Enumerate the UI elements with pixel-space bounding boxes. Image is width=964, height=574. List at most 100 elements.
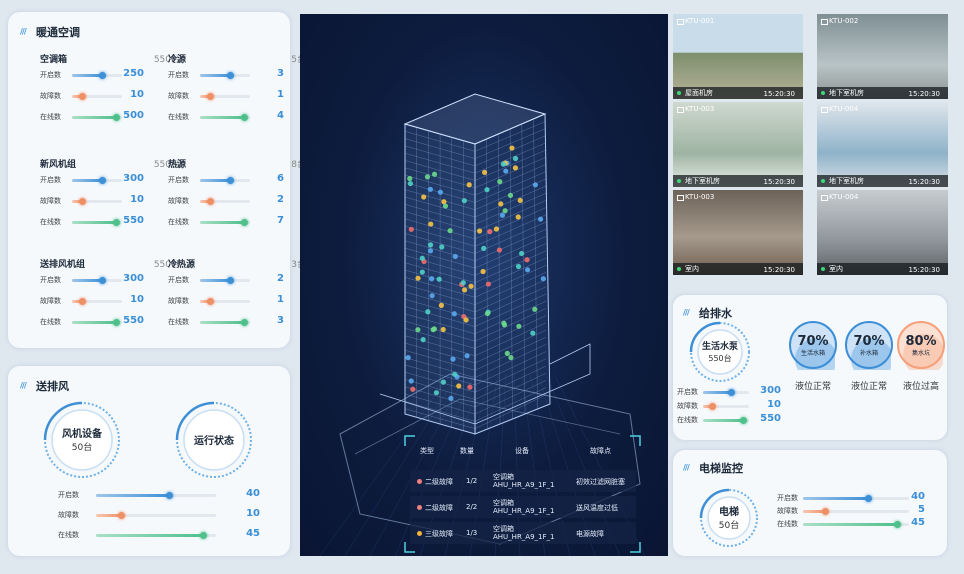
progress-fill [703, 405, 714, 408]
group-total: 5台 [291, 55, 306, 65]
sensor-dot [461, 287, 468, 293]
camera-bar [817, 263, 948, 275]
progress-track [200, 114, 250, 121]
table-row-bg [410, 522, 636, 544]
group-total: 550台 [153, 160, 180, 170]
ring-arc [43, 401, 83, 441]
camera-location: 地下室机房 [829, 177, 864, 185]
progress-track [72, 277, 122, 284]
title-icon: /// [683, 308, 690, 317]
row-label: 故障数 [40, 297, 61, 305]
sensor-dot [420, 337, 426, 343]
table-row-bg [410, 496, 636, 518]
floor-edge [474, 272, 547, 305]
floor-edge [474, 265, 547, 298]
row-label: 开启数 [58, 491, 79, 499]
progress-track [96, 492, 216, 499]
sensor-dot [448, 395, 454, 402]
row-label: 故障数 [777, 507, 798, 515]
row-value: 1 [277, 89, 284, 100]
progress-fill [72, 300, 83, 303]
ring-outer [700, 489, 758, 547]
sensor-dot [450, 356, 456, 362]
progress-fill [200, 200, 211, 203]
online-dot [821, 91, 825, 95]
progress-track [72, 114, 122, 121]
camera-icon [821, 19, 828, 25]
camera-id: KTU-002 [829, 17, 859, 25]
progress-track [703, 403, 749, 410]
table-corner [630, 435, 641, 446]
floor-edge [474, 344, 547, 378]
table-header: 数量 [460, 447, 474, 455]
tank-ring [789, 321, 837, 369]
progress-knob [241, 219, 248, 226]
device-id: AHU_HR_A9_1F_1 [493, 481, 555, 489]
floor-edge [474, 394, 547, 429]
progress-knob [166, 492, 174, 499]
progress-track [803, 521, 909, 528]
sensor-dot [485, 281, 492, 287]
floor-edge [474, 365, 547, 400]
sensor-dot [481, 169, 488, 176]
floor-edge [474, 301, 547, 334]
sensor-dot [498, 201, 504, 207]
sensor-dot [480, 268, 486, 275]
panel-title: 电梯监控 [699, 462, 743, 475]
ring-inner [707, 496, 751, 540]
alarm-fault: 初效过滤网脏塞 [576, 478, 625, 486]
row-value: 10 [130, 294, 144, 305]
sensor-dot [415, 275, 421, 281]
row-label: 在线数 [168, 113, 189, 121]
camera-location: 室内 [685, 265, 699, 273]
floor-line [344, 373, 459, 556]
progress-track [72, 93, 122, 100]
camera-time: 15:20:30 [908, 178, 940, 186]
progress-fill [200, 300, 211, 303]
sensor-dot [461, 198, 467, 204]
camera-time: 15:20:30 [908, 90, 940, 98]
sensor-dot [499, 212, 506, 218]
camera-location: 地下室机房 [829, 89, 864, 97]
progress-fill [72, 279, 103, 282]
row-value: 6 [277, 173, 284, 184]
sensor-dot [512, 165, 519, 171]
row-value: 45 [911, 517, 925, 528]
ring-arc [689, 321, 721, 353]
podium [379, 343, 591, 425]
table-corner [404, 435, 415, 446]
camera-time: 15:20:30 [763, 178, 795, 186]
progress-fill [72, 200, 83, 203]
camera-bar [817, 87, 948, 99]
sensor-dot [427, 242, 434, 248]
row-label: 在线数 [677, 416, 698, 424]
tank-gauge: 70%生活水箱 [789, 321, 837, 370]
progress-fill [72, 179, 103, 182]
camera-location: 室内 [829, 265, 843, 273]
progress-knob [740, 417, 748, 424]
progress-knob [207, 198, 214, 205]
sensor-dot [407, 180, 413, 187]
tank: 70% 补水箱 [844, 320, 894, 370]
sensor-dot [476, 228, 483, 234]
camera-id: KTU-001 [685, 17, 715, 25]
progress-track [703, 389, 749, 396]
row-label: 开启数 [40, 71, 61, 79]
row-value: 550 [123, 315, 144, 326]
progress-track [200, 277, 250, 284]
sensor-dot [415, 327, 421, 333]
tank-name: 生活水箱 [801, 349, 825, 357]
row-value: 3 [277, 315, 284, 326]
row-label: 在线数 [40, 318, 61, 326]
level-dot [417, 479, 422, 484]
group-name: 热源 [168, 160, 187, 170]
progress-fill [200, 221, 245, 224]
alarm-count: 1/2 [466, 477, 478, 485]
progress-knob [113, 114, 120, 121]
progress-fill [803, 523, 899, 526]
row-label: 故障数 [168, 297, 189, 305]
sensor-dot [519, 250, 525, 257]
floor-edge [474, 387, 547, 422]
row-value: 300 [123, 173, 144, 184]
